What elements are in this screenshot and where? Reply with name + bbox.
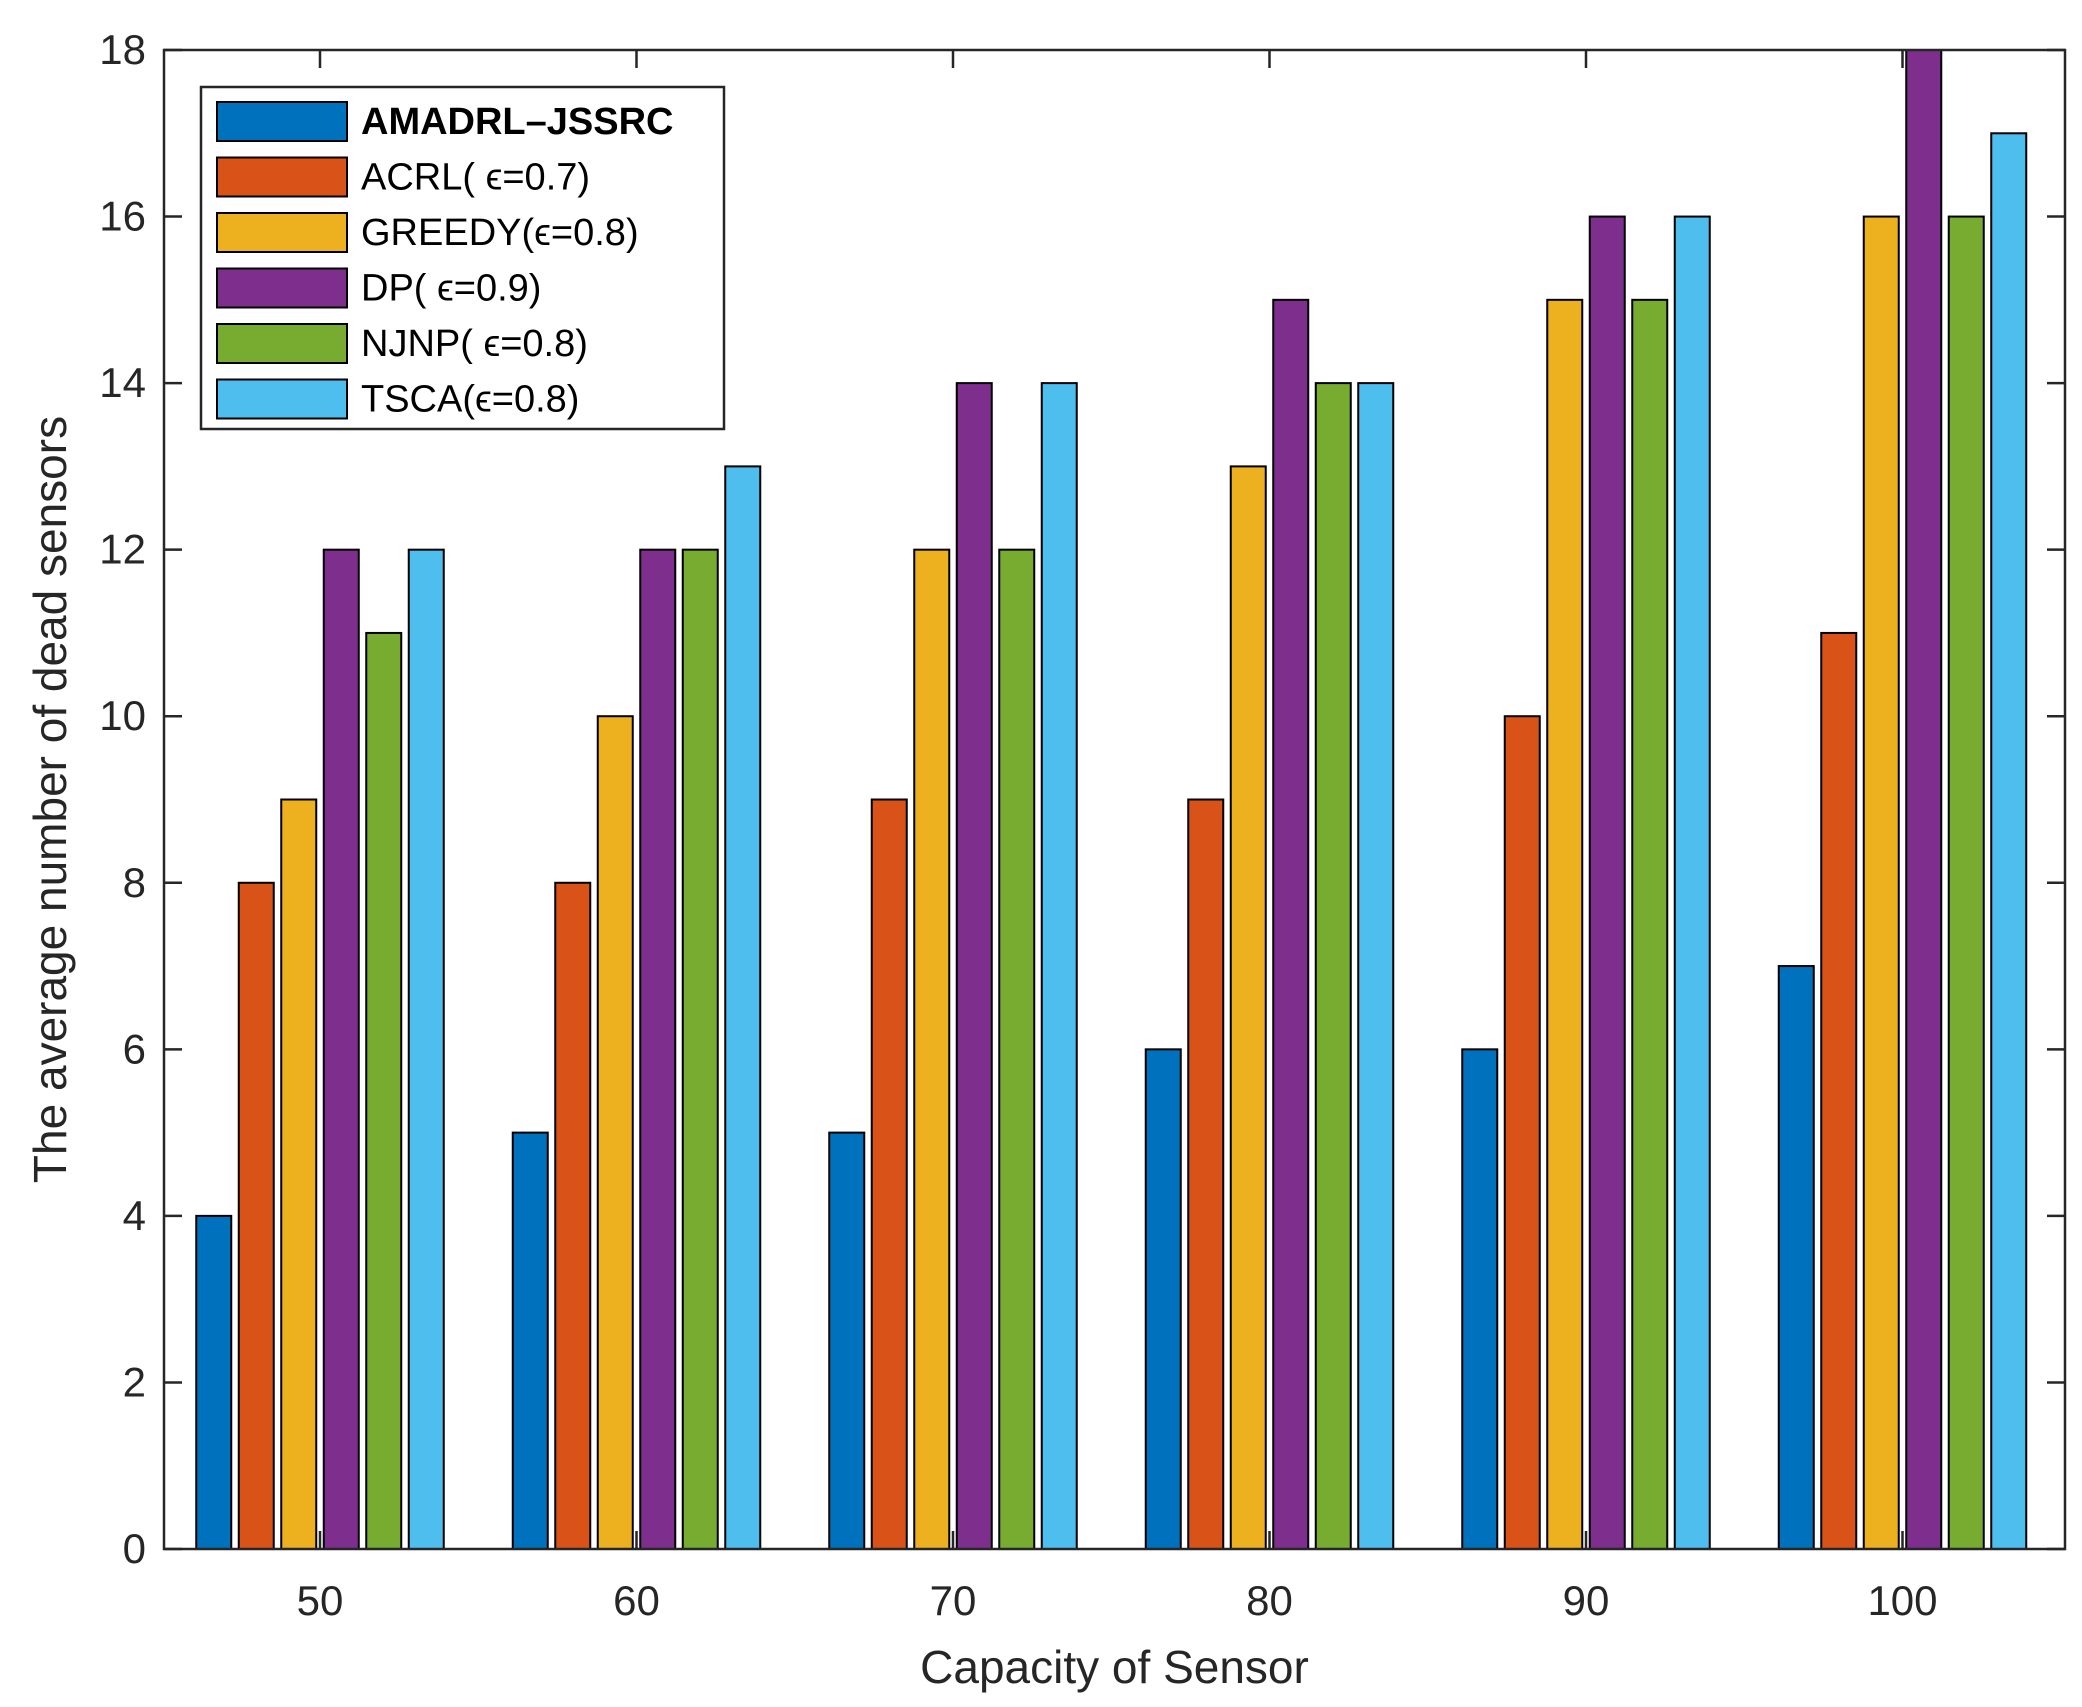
bar-dp-70 — [955, 382, 993, 1550]
bar-amadrl-jssrc-50 — [195, 1214, 233, 1550]
legend-label: GREEDY(ϵ=0.8) — [361, 212, 639, 254]
legend-label: TSCA(ϵ=0.8) — [361, 379, 579, 421]
bar-acrl-70 — [870, 798, 908, 1550]
bar-tsca-60 — [724, 465, 762, 1550]
bar-dp-100 — [1905, 49, 1943, 1550]
legend-swatch — [216, 378, 348, 420]
y-tick-label: 8 — [123, 859, 146, 906]
bar-acrl-60 — [554, 881, 592, 1550]
bar-dp-80 — [1272, 298, 1310, 1551]
y-tick-label: 18 — [99, 26, 146, 73]
axes-layer: 0 2 4 6 8 10 12 14 16 18 50 60 70 80 90 100 — [99, 26, 2067, 1624]
legend-swatch — [216, 156, 348, 198]
legend-swatch — [216, 267, 348, 309]
legend: AMADRL–JSSRC ACRL( ϵ=0.7) GREEDY(ϵ=0.8) DP(… — [199, 85, 726, 431]
bar-amadrl-jssrc-60 — [511, 1131, 549, 1550]
y-tick-label: 4 — [123, 1192, 146, 1239]
legend-label: ACRL( ϵ=0.7) — [361, 157, 590, 199]
bar-acrl-80 — [1187, 798, 1225, 1550]
y-tick-label: 2 — [123, 1358, 146, 1405]
legend-label: NJNP( ϵ=0.8) — [361, 323, 588, 365]
legend-label: AMADRL–JSSRC — [361, 101, 673, 143]
bar-njnp-100 — [1947, 215, 1985, 1550]
bar-greedy-100 — [1862, 215, 1900, 1550]
bar-tsca-90 — [1673, 215, 1711, 1550]
legend-swatch — [216, 101, 348, 142]
axes-box — [162, 48, 2067, 1551]
x-axis-label: Capacity of Sensor — [920, 1641, 1309, 1693]
y-tick-label: 16 — [99, 193, 146, 240]
bar-njnp-90 — [1631, 298, 1669, 1551]
bar-tsca-80 — [1357, 382, 1395, 1550]
bar-amadrl-jssrc-80 — [1144, 1048, 1182, 1550]
bar-dp-90 — [1588, 215, 1626, 1550]
y-tick-label: 14 — [99, 359, 146, 406]
bar-greedy-90 — [1546, 298, 1584, 1551]
bar-njnp-80 — [1314, 382, 1352, 1550]
x-tick-label: 50 — [297, 1577, 344, 1624]
bar-acrl-100 — [1820, 631, 1858, 1550]
bar-greedy-60 — [596, 715, 634, 1550]
y-axis-label: The average number of dead sensors — [24, 416, 76, 1183]
bar-acrl-50 — [237, 881, 275, 1550]
bar-amadrl-jssrc-100 — [1777, 965, 1815, 1550]
bars-layer — [195, 49, 2028, 1551]
x-tick-label: 80 — [1246, 1577, 1293, 1624]
x-tick-label: 60 — [613, 1577, 660, 1624]
legend-box — [199, 85, 726, 431]
bar-greedy-80 — [1229, 465, 1267, 1550]
legend-swatch — [216, 323, 348, 364]
bar-greedy-50 — [280, 798, 318, 1550]
bar-dp-60 — [639, 548, 677, 1550]
y-tick-label: 0 — [123, 1525, 146, 1572]
x-tick-label: 90 — [1563, 1577, 1610, 1624]
bar-greedy-70 — [913, 548, 951, 1550]
bar-amadrl-jssrc-70 — [828, 1131, 866, 1550]
y-tick-label: 10 — [99, 692, 146, 739]
y-tick-label: 6 — [123, 1025, 146, 1072]
bar-tsca-100 — [1990, 132, 2028, 1550]
x-tick-label: 100 — [1867, 1577, 1937, 1624]
bar-dp-50 — [322, 548, 360, 1550]
legend-label: DP( ϵ=0.9) — [361, 268, 541, 310]
y-tick-label: 12 — [99, 526, 146, 573]
bar-njnp-70 — [998, 548, 1036, 1550]
bar-njnp-60 — [681, 548, 719, 1550]
bar-amadrl-jssrc-90 — [1461, 1048, 1499, 1550]
bar-tsca-50 — [407, 548, 445, 1550]
bar-tsca-70 — [1040, 382, 1078, 1550]
bar-acrl-90 — [1503, 715, 1541, 1550]
x-tick-label: 70 — [930, 1577, 977, 1624]
bar-njnp-50 — [365, 631, 403, 1550]
legend-swatch — [216, 212, 348, 253]
